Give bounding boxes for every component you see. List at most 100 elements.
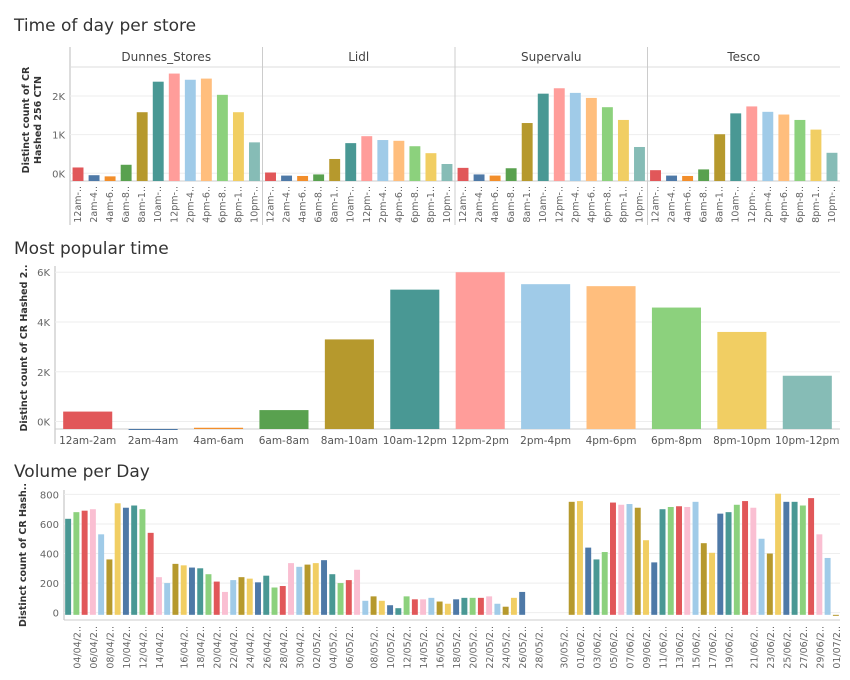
- bar-lidl-4am-6am: [297, 175, 309, 181]
- x-tick-label: 20/04/2..: [213, 626, 224, 669]
- chart-title-most-popular: Most popular time: [14, 239, 169, 259]
- bar-day-74: [676, 506, 682, 615]
- chart-title-volume-per-day: Volume per Day: [14, 462, 150, 482]
- x-tick-label: 2pm-4..: [185, 186, 196, 223]
- bar-day-24: [263, 575, 270, 615]
- x-tick-label: 12am-..: [458, 186, 469, 223]
- x-tick-label: 6am-8..: [506, 186, 517, 223]
- x-tick-label: 4pm-6..: [779, 186, 790, 223]
- bar-day-39: [387, 605, 394, 615]
- bar-day-28: [296, 566, 303, 615]
- y-tick-label: 1K: [52, 131, 65, 142]
- x-tick-label: 8pm-1..: [426, 186, 437, 223]
- bar-dunnes_stores-4pm-6pm: [200, 78, 212, 181]
- bar-lidl-8am-10am: [329, 158, 341, 181]
- bar-dunnes_stores-12pm-2pm: [168, 73, 180, 181]
- bar-dunnes_stores-6am-8am: [120, 164, 132, 181]
- bar-day-9: [139, 509, 146, 615]
- x-tick-label: 8am-1..: [137, 186, 148, 223]
- x-tick-label: 10/05/2..: [386, 626, 397, 669]
- bar-day-93: [832, 614, 839, 616]
- x-tick-label: 8pm-1..: [233, 186, 244, 223]
- bar-dunnes_stores-2pm-4pm: [184, 79, 196, 181]
- bar-day-19: [222, 591, 228, 615]
- x-tick-label: 14/05/2..: [419, 626, 430, 669]
- bar-10pm-12pm: [782, 375, 832, 429]
- x-tick-label: 6pm-8pm: [651, 435, 702, 447]
- y-axis-title-line1: Distinct count of CR: [21, 66, 32, 173]
- bar-supervalu-8pm-10pm: [617, 119, 629, 181]
- y-tick-label: 2K: [52, 92, 65, 103]
- x-tick-label: 22/05/2..: [485, 626, 496, 669]
- bar-day-12: [164, 583, 171, 615]
- bar-dunnes_stores-8pm-10pm: [232, 112, 244, 181]
- bar-day-47: [453, 599, 460, 615]
- bar-day-21: [238, 577, 245, 615]
- bar-supervalu-4am-6am: [489, 175, 501, 181]
- x-tick-label: 01/06/2..: [576, 626, 587, 669]
- x-tick-label: 20/05/2..: [469, 626, 480, 669]
- bar-10am-12pm: [390, 289, 440, 429]
- x-tick-label: 6pm-8..: [410, 186, 421, 223]
- bar-day-17: [205, 574, 212, 615]
- x-tick-label: 6am-8..: [121, 186, 132, 223]
- x-tick-label: 02/05/2..: [312, 626, 323, 669]
- bar-day-63: [585, 547, 592, 615]
- x-tick-label: 30/04/2..: [295, 626, 306, 669]
- bar-day-50: [477, 597, 484, 615]
- x-tick-label: 12am-..: [73, 186, 84, 223]
- x-tick-label: 06/04/2..: [89, 626, 100, 669]
- x-tick-label: 10pm-..: [249, 186, 260, 223]
- bar-day-13: [172, 563, 179, 615]
- x-tick-label: 10pm-12pm: [775, 435, 839, 447]
- bar-dunnes_stores-10am-12pm: [152, 81, 164, 181]
- x-tick-label: 08/04/2..: [105, 626, 116, 669]
- x-tick-label: 2pm-4..: [378, 186, 389, 223]
- x-tick-label: 30/05/2..: [559, 626, 570, 669]
- x-tick-label: 10am-12pm: [383, 435, 447, 447]
- bar-day-51: [486, 596, 493, 615]
- bar-day-87: [783, 501, 790, 615]
- bar-tesco-6pm-8pm: [794, 119, 806, 181]
- bar-supervalu-2am-4am: [473, 174, 485, 181]
- bar-day-90: [808, 498, 815, 615]
- x-tick-label: 2am-4..: [667, 186, 678, 223]
- x-tick-label: 21/06/2..: [749, 626, 760, 669]
- bar-dunnes_stores-12am-2am: [72, 167, 84, 181]
- bar-day-43: [420, 599, 427, 615]
- x-tick-label: 2am-4..: [282, 186, 293, 223]
- bar-day-5: [106, 559, 113, 615]
- bar-day-77: [700, 543, 707, 615]
- bar-tesco-4pm-6pm: [778, 114, 790, 181]
- bar-day-1: [73, 512, 80, 615]
- panel-label-lidl: Lidl: [348, 50, 369, 64]
- bar-dunnes_stores-6pm-8pm: [216, 94, 228, 181]
- x-tick-label: 22/04/2..: [229, 626, 240, 669]
- x-tick-label: 8pm-1..: [618, 186, 629, 223]
- x-tick-label: 8pm-1..: [811, 186, 822, 223]
- bar-day-78: [709, 552, 716, 615]
- x-tick-label: 12pm-..: [554, 186, 565, 223]
- bar-day-40: [395, 608, 402, 615]
- bar-lidl-12pm-2pm: [361, 136, 373, 181]
- bar-day-68: [626, 504, 633, 615]
- bar-dunnes_stores-4am-6am: [104, 176, 116, 181]
- x-tick-label: 2pm-4..: [570, 186, 581, 223]
- bar-day-71: [651, 562, 658, 615]
- bar-tesco-8pm-10pm: [810, 129, 822, 181]
- x-tick-label: 12am-..: [651, 186, 662, 223]
- bar-day-7: [122, 507, 129, 615]
- bar-day-79: [717, 513, 724, 615]
- x-tick-label: 26/05/2..: [518, 626, 529, 669]
- x-tick-label: 10pm-..: [827, 186, 838, 223]
- bar-dunnes_stores-10pm-12pm: [249, 142, 260, 181]
- x-tick-label: 14/04/2..: [155, 626, 166, 669]
- x-tick-label: 05/06/2..: [609, 626, 620, 669]
- bar-day-83: [750, 507, 757, 615]
- bar-day-67: [618, 504, 625, 615]
- x-tick-label: 28/05/2..: [535, 626, 546, 669]
- bar-day-14: [180, 565, 187, 615]
- x-tick-label: 12/05/2..: [403, 626, 414, 669]
- bar-supervalu-8am-10am: [521, 123, 533, 181]
- bar-day-81: [733, 504, 740, 615]
